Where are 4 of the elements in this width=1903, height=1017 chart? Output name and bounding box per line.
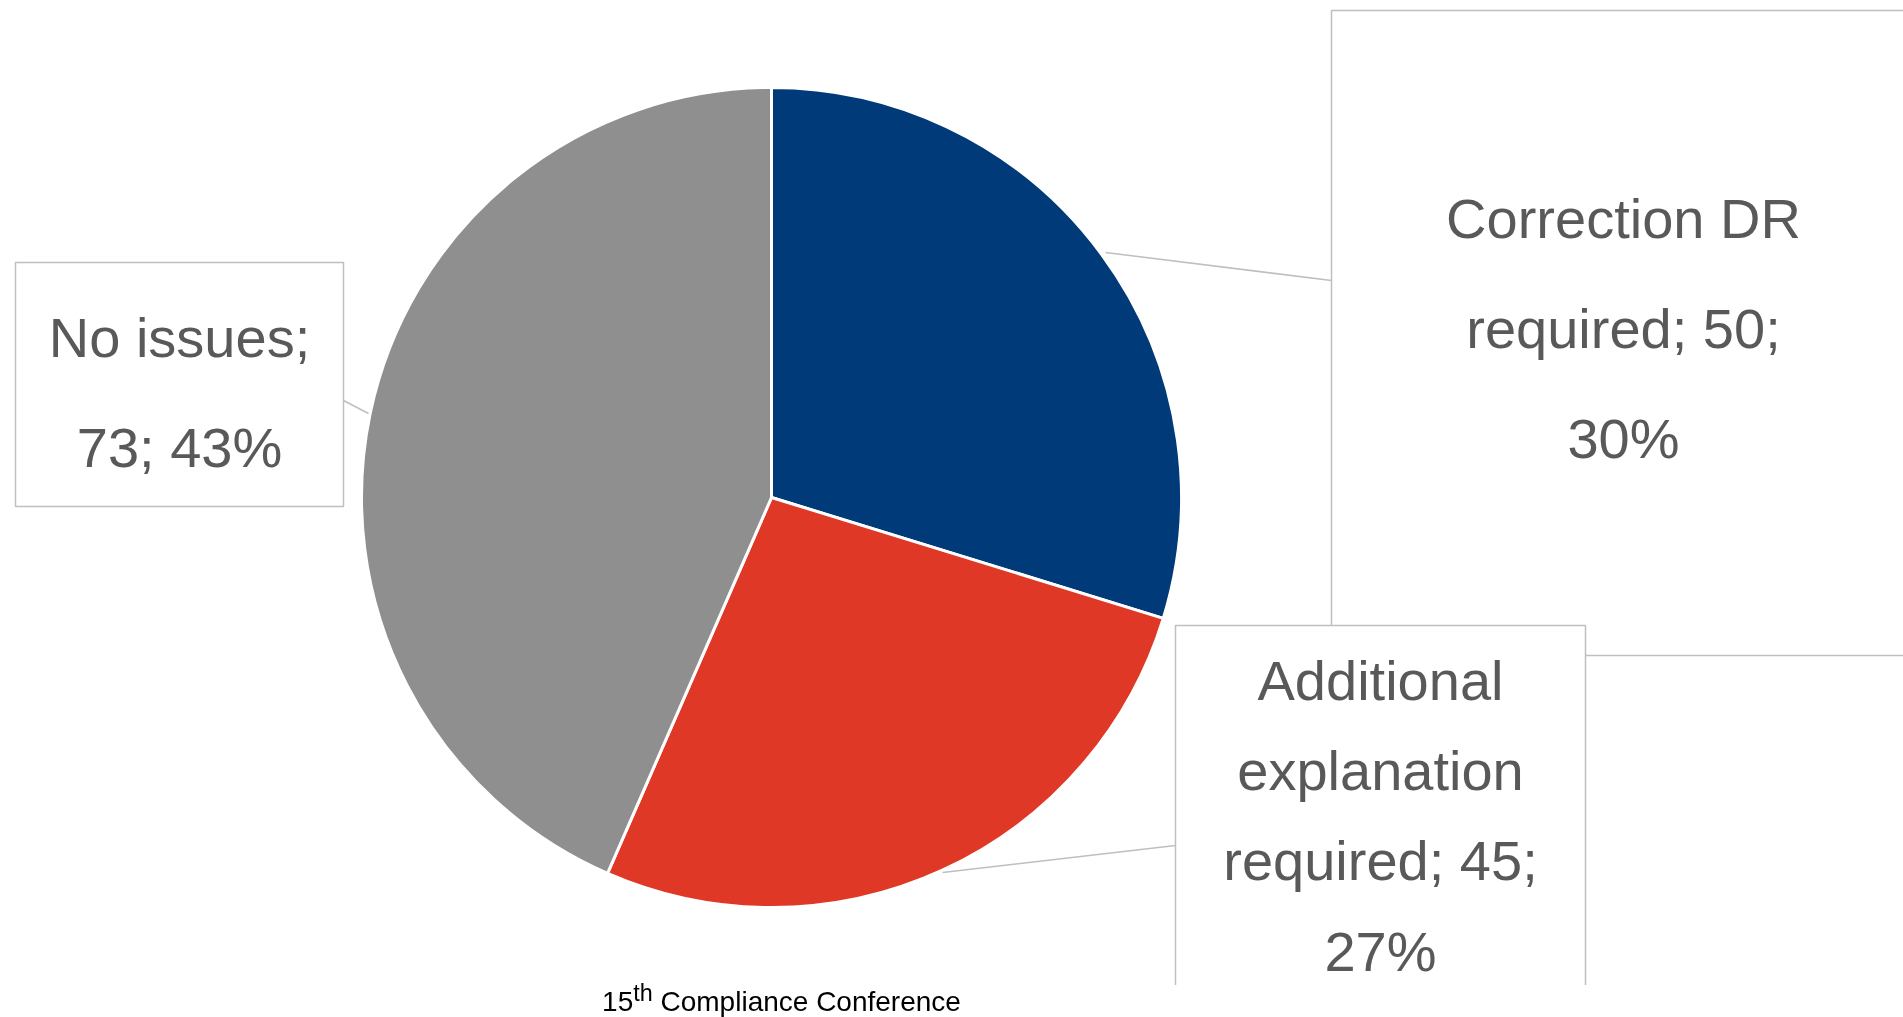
slice-label: Correction DR required; 50; 30% bbox=[1446, 187, 1801, 470]
slice-label: No issues; 73; 43% bbox=[48, 306, 311, 479]
slice-label: Additional explanation required; 45; 27% bbox=[1223, 649, 1538, 983]
text: 15$^{th}$ Compliance Conference bbox=[602, 980, 961, 1017]
